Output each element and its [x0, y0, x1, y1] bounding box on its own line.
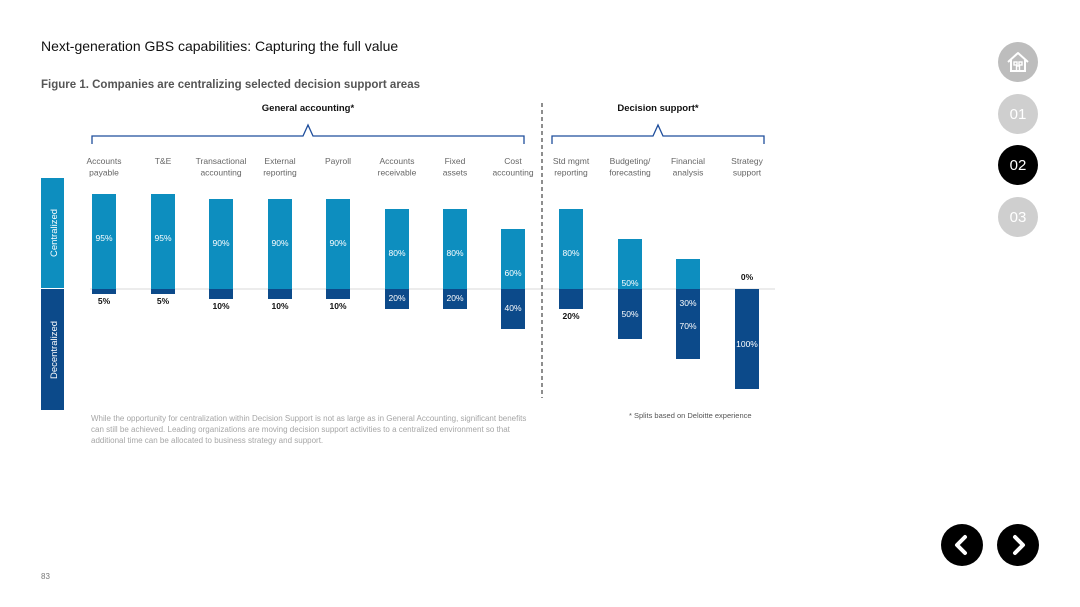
category-label: assets	[443, 168, 468, 178]
data-label-centralized: 90%	[271, 238, 288, 248]
legend-centralized	[41, 178, 64, 288]
chevron-right-icon	[1013, 535, 1025, 555]
category-label: reporting	[263, 168, 297, 178]
footnote: * Splits based on Deloitte experience	[629, 411, 752, 420]
data-label-decentralized: 70%	[679, 321, 696, 331]
legend-decentralized	[41, 289, 64, 410]
category-label: Strategy	[731, 156, 763, 166]
data-label-decentralized: 20%	[446, 293, 463, 303]
data-label-centralized: 80%	[388, 248, 405, 258]
bar-decentralized	[385, 289, 409, 309]
data-label-centralized: 80%	[446, 248, 463, 258]
bar-decentralized	[268, 289, 292, 299]
bar-centralized	[385, 209, 409, 289]
legend-decentralized-label: Decentralized	[49, 321, 60, 379]
bar-decentralized	[151, 289, 175, 294]
data-label-centralized: 0%	[741, 272, 754, 282]
category-label: Accounts	[380, 156, 415, 166]
bar-decentralized	[443, 289, 467, 309]
data-label-decentralized: 20%	[562, 311, 579, 321]
home-button[interactable]	[998, 42, 1038, 82]
category-label: Budgeting/	[610, 156, 651, 166]
category-label: Accounts	[87, 156, 122, 166]
data-label-centralized: 95%	[95, 233, 112, 243]
home-icon	[1007, 52, 1029, 72]
data-label-centralized: 60%	[504, 268, 521, 278]
page-title: Next-generation GBS capabilities: Captur…	[41, 38, 399, 54]
section-01-button[interactable]: 01	[998, 94, 1038, 134]
bar-centralized	[559, 209, 583, 289]
data-label-decentralized: 5%	[157, 296, 170, 306]
section-02-button[interactable]: 02	[998, 145, 1038, 185]
data-label-centralized: 95%	[154, 233, 171, 243]
data-label-centralized: 30%	[679, 298, 696, 308]
category-label: accounting	[200, 168, 241, 178]
data-label-centralized: 80%	[562, 248, 579, 258]
category-label: T&E	[155, 156, 172, 166]
next-page-button[interactable]	[997, 524, 1039, 566]
category-label: Fixed	[445, 156, 466, 166]
bar-centralized	[326, 199, 350, 289]
bar-centralized	[676, 259, 700, 289]
category-label: receivable	[378, 168, 417, 178]
category-label: Payroll	[325, 156, 351, 166]
bar-decentralized	[735, 289, 759, 389]
category-label: Std mgmt	[553, 156, 590, 166]
chevron-left-icon	[955, 535, 967, 555]
category-label: payable	[89, 168, 119, 178]
group-label-1: General accounting*	[262, 103, 355, 114]
data-label-decentralized: 50%	[621, 309, 638, 319]
data-label-decentralized: 10%	[271, 301, 288, 311]
chart-note: While the opportunity for centralization…	[91, 414, 527, 445]
data-label-centralized: 90%	[329, 238, 346, 248]
group-brace-2	[551, 123, 765, 144]
group-brace-1	[91, 123, 525, 144]
data-label-decentralized: 10%	[212, 301, 229, 311]
data-label-decentralized: 100%	[736, 339, 758, 349]
bar-decentralized	[559, 289, 583, 309]
category-label: Financial	[671, 156, 705, 166]
category-label: accounting	[492, 168, 533, 178]
bar-decentralized	[618, 289, 642, 339]
category-label: analysis	[673, 168, 704, 178]
category-label: forecasting	[609, 168, 651, 178]
bar-centralized	[618, 239, 642, 289]
bar-centralized	[501, 229, 525, 289]
category-label: reporting	[554, 168, 588, 178]
section-03-button[interactable]: 03	[998, 197, 1038, 237]
bar-decentralized	[209, 289, 233, 299]
bar-centralized	[92, 194, 116, 289]
category-label: support	[733, 168, 762, 178]
data-label-centralized: 90%	[212, 238, 229, 248]
previous-page-button[interactable]	[941, 524, 983, 566]
data-label-decentralized: 40%	[504, 303, 521, 313]
bar-decentralized	[501, 289, 525, 329]
category-label: Cost	[504, 156, 522, 166]
bar-centralized	[443, 209, 467, 289]
bar-decentralized	[676, 289, 700, 359]
bar-decentralized	[92, 289, 116, 294]
data-label-decentralized: 10%	[329, 301, 346, 311]
category-label: External	[264, 156, 295, 166]
group-label-2: Decision support*	[617, 103, 699, 114]
bar-centralized	[209, 199, 233, 289]
legend-centralized-label: Centralized	[49, 209, 60, 257]
figure-caption: Figure 1. Companies are centralizing sel…	[41, 79, 420, 91]
page-number: 83	[41, 572, 50, 581]
bar-decentralized	[326, 289, 350, 299]
bar-centralized	[268, 199, 292, 289]
data-label-decentralized: 20%	[388, 293, 405, 303]
data-label-centralized: 50%	[621, 278, 638, 288]
bar-centralized	[151, 194, 175, 289]
data-label-decentralized: 5%	[98, 296, 111, 306]
category-label: Transactional	[196, 156, 247, 166]
